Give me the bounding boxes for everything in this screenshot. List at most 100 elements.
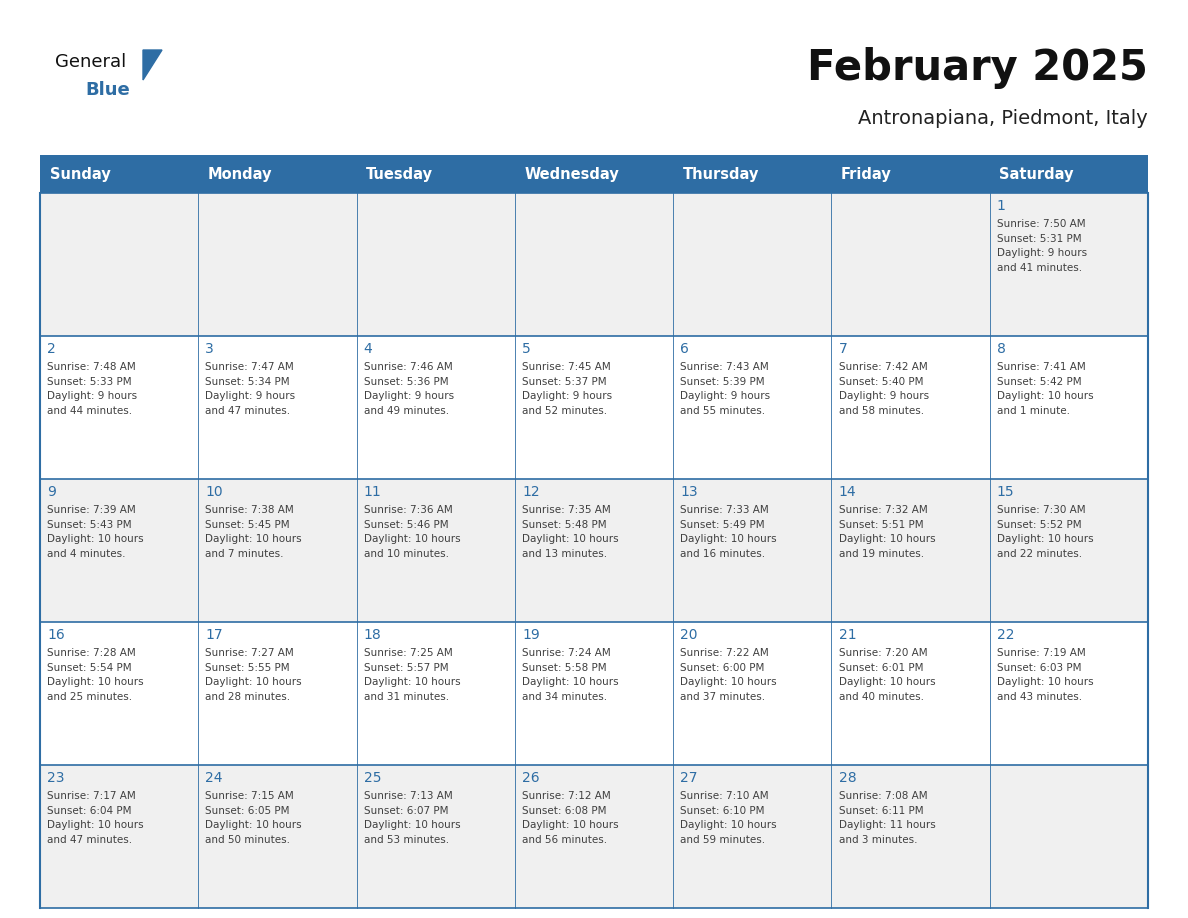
Bar [198, 765, 356, 908]
Text: Sunset: 6:07 PM: Sunset: 6:07 PM [364, 806, 448, 816]
Polygon shape [143, 50, 162, 80]
Text: Sunset: 5:34 PM: Sunset: 5:34 PM [206, 377, 290, 386]
Bar [40, 193, 198, 336]
Bar [832, 765, 990, 908]
Text: 8: 8 [997, 342, 1006, 356]
Bar [40, 155, 1148, 193]
Text: Sunset: 5:57 PM: Sunset: 5:57 PM [364, 663, 448, 673]
Text: Sunrise: 7:13 AM: Sunrise: 7:13 AM [364, 791, 453, 801]
Text: Sunrise: 7:36 AM: Sunrise: 7:36 AM [364, 506, 453, 515]
Text: Daylight: 9 hours: Daylight: 9 hours [997, 249, 1087, 259]
Text: and 47 minutes.: and 47 minutes. [48, 835, 132, 845]
Text: Sunrise: 7:25 AM: Sunrise: 7:25 AM [364, 648, 453, 658]
Text: 28: 28 [839, 771, 857, 786]
Text: Daylight: 10 hours: Daylight: 10 hours [48, 821, 144, 831]
Text: Friday: Friday [841, 166, 892, 182]
Text: Sunrise: 7:39 AM: Sunrise: 7:39 AM [48, 506, 135, 515]
Bar [990, 479, 1148, 622]
Text: and 56 minutes.: and 56 minutes. [522, 835, 607, 845]
Text: Daylight: 9 hours: Daylight: 9 hours [206, 391, 296, 401]
Text: and 31 minutes.: and 31 minutes. [364, 692, 449, 702]
Text: Daylight: 10 hours: Daylight: 10 hours [681, 534, 777, 544]
Bar [356, 193, 514, 336]
Text: 16: 16 [48, 629, 65, 643]
Text: Monday: Monday [208, 166, 272, 182]
Text: Daylight: 10 hours: Daylight: 10 hours [997, 534, 1093, 544]
Bar [514, 193, 674, 336]
Text: 22: 22 [997, 629, 1015, 643]
Text: Sunrise: 7:15 AM: Sunrise: 7:15 AM [206, 791, 295, 801]
Text: and 34 minutes.: and 34 minutes. [522, 692, 607, 702]
Text: Daylight: 9 hours: Daylight: 9 hours [48, 391, 138, 401]
Text: 24: 24 [206, 771, 223, 786]
Text: Sunset: 5:52 PM: Sunset: 5:52 PM [997, 520, 1081, 530]
Bar [198, 622, 356, 765]
Text: 3: 3 [206, 342, 214, 356]
Text: Sunset: 6:04 PM: Sunset: 6:04 PM [48, 806, 132, 816]
Text: Sunset: 5:48 PM: Sunset: 5:48 PM [522, 520, 607, 530]
Text: and 47 minutes.: and 47 minutes. [206, 406, 291, 416]
Text: Daylight: 10 hours: Daylight: 10 hours [997, 391, 1093, 401]
Text: Sunset: 5:43 PM: Sunset: 5:43 PM [48, 520, 132, 530]
Text: Daylight: 10 hours: Daylight: 10 hours [206, 821, 302, 831]
Text: Sunset: 5:31 PM: Sunset: 5:31 PM [997, 234, 1081, 244]
Bar [674, 622, 832, 765]
Text: Sunrise: 7:22 AM: Sunrise: 7:22 AM [681, 648, 769, 658]
Text: 5: 5 [522, 342, 531, 356]
Bar [356, 622, 514, 765]
Text: Sunset: 6:08 PM: Sunset: 6:08 PM [522, 806, 607, 816]
Bar [40, 479, 198, 622]
Text: and 44 minutes.: and 44 minutes. [48, 406, 132, 416]
Bar [198, 193, 356, 336]
Text: Sunrise: 7:08 AM: Sunrise: 7:08 AM [839, 791, 927, 801]
Text: Wednesday: Wednesday [524, 166, 619, 182]
Text: Sunset: 5:42 PM: Sunset: 5:42 PM [997, 377, 1081, 386]
Bar [514, 336, 674, 479]
Bar [40, 336, 198, 479]
Text: Sunrise: 7:41 AM: Sunrise: 7:41 AM [997, 363, 1086, 373]
Text: Daylight: 10 hours: Daylight: 10 hours [522, 677, 619, 688]
Text: Sunset: 6:10 PM: Sunset: 6:10 PM [681, 806, 765, 816]
Text: 20: 20 [681, 629, 697, 643]
Text: Sunrise: 7:17 AM: Sunrise: 7:17 AM [48, 791, 135, 801]
Text: Sunset: 5:51 PM: Sunset: 5:51 PM [839, 520, 923, 530]
Bar [674, 193, 832, 336]
Bar [832, 193, 990, 336]
Text: Daylight: 10 hours: Daylight: 10 hours [48, 534, 144, 544]
Text: Sunrise: 7:30 AM: Sunrise: 7:30 AM [997, 506, 1086, 515]
Bar [990, 336, 1148, 479]
Text: Daylight: 10 hours: Daylight: 10 hours [839, 534, 935, 544]
Bar [40, 765, 198, 908]
Text: Sunrise: 7:43 AM: Sunrise: 7:43 AM [681, 363, 769, 373]
Text: 13: 13 [681, 486, 697, 499]
Text: 2: 2 [48, 342, 56, 356]
Text: Thursday: Thursday [683, 166, 759, 182]
Text: Sunday: Sunday [50, 166, 110, 182]
Text: and 4 minutes.: and 4 minutes. [48, 549, 126, 559]
Text: Daylight: 9 hours: Daylight: 9 hours [839, 391, 929, 401]
Text: and 28 minutes.: and 28 minutes. [206, 692, 291, 702]
Text: Sunset: 6:03 PM: Sunset: 6:03 PM [997, 663, 1081, 673]
Text: Sunrise: 7:33 AM: Sunrise: 7:33 AM [681, 506, 769, 515]
Text: and 10 minutes.: and 10 minutes. [364, 549, 449, 559]
Text: Sunrise: 7:48 AM: Sunrise: 7:48 AM [48, 363, 135, 373]
Text: and 3 minutes.: and 3 minutes. [839, 835, 917, 845]
Bar [514, 765, 674, 908]
Text: 18: 18 [364, 629, 381, 643]
Bar [674, 479, 832, 622]
Text: Sunrise: 7:24 AM: Sunrise: 7:24 AM [522, 648, 611, 658]
Text: Daylight: 10 hours: Daylight: 10 hours [839, 677, 935, 688]
Text: Daylight: 10 hours: Daylight: 10 hours [364, 821, 460, 831]
Text: 1: 1 [997, 199, 1006, 213]
Text: 10: 10 [206, 486, 223, 499]
Text: and 50 minutes.: and 50 minutes. [206, 835, 290, 845]
Text: and 43 minutes.: and 43 minutes. [997, 692, 1082, 702]
Text: and 25 minutes.: and 25 minutes. [48, 692, 132, 702]
Bar [514, 479, 674, 622]
Text: February 2025: February 2025 [807, 47, 1148, 89]
Text: 15: 15 [997, 486, 1015, 499]
Text: Sunrise: 7:46 AM: Sunrise: 7:46 AM [364, 363, 453, 373]
Text: Antronapiana, Piedmont, Italy: Antronapiana, Piedmont, Italy [858, 108, 1148, 128]
Text: 4: 4 [364, 342, 373, 356]
Text: and 16 minutes.: and 16 minutes. [681, 549, 765, 559]
